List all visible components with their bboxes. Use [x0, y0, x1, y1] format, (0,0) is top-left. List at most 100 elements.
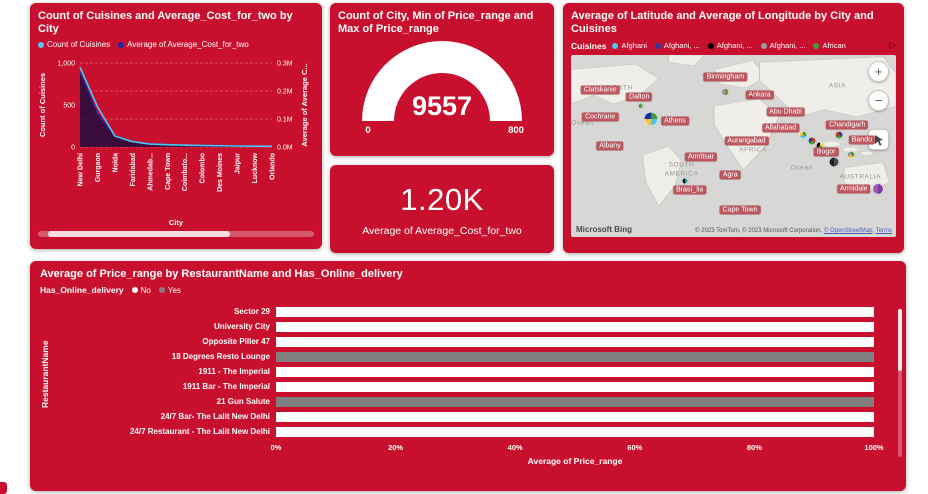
map-pie-marker[interactable]: [643, 111, 659, 127]
map-pie-marker[interactable]: [872, 183, 885, 196]
map-title: Average of Latitude and Average of Longi…: [571, 10, 874, 36]
openstreetmap-link[interactable]: © OpenStreetMap: [823, 228, 873, 235]
gauge-arc: [362, 41, 522, 122]
x-axis-title: Average of Price_range: [527, 456, 623, 467]
x-axis-category-label: Des Moines: [217, 153, 224, 192]
bar-segment[interactable]: [276, 366, 874, 377]
map-city-label[interactable]: Agra: [719, 170, 741, 180]
x-axis-category-label: Jaipur: [235, 153, 242, 174]
map-pie-marker[interactable]: [637, 102, 645, 110]
map-pie-marker[interactable]: [807, 136, 816, 146]
bar-chart-body: RestaurantName Sector 29 University City O…: [40, 304, 896, 466]
map-city-label[interactable]: Amritsar: [684, 152, 718, 162]
map-city-label[interactable]: Dalton: [626, 92, 653, 102]
bar-track: [276, 381, 874, 392]
bing-logo: Microsoft Bing: [576, 225, 632, 235]
left-axis-tick: 1,000: [57, 61, 75, 68]
left-axis-tick: 500: [63, 103, 75, 110]
map-pie-marker[interactable]: [846, 150, 855, 160]
kpi-label: Average of Average_Cost_for_two: [362, 224, 522, 237]
bar-segment[interactable]: [276, 351, 874, 362]
map-city-label[interactable]: Athens: [661, 116, 689, 126]
map-city-label[interactable]: Allahabad: [762, 123, 800, 133]
map-region-label: Ocean: [790, 164, 813, 172]
legend-next-arrow[interactable]: ▷: [889, 40, 896, 51]
map-pie-marker[interactable]: [720, 87, 730, 97]
map-city-label[interactable]: Ankara: [745, 90, 774, 100]
legend-swatch-icon: [118, 41, 125, 48]
gauge-card: Count of City, Min of Price_range and Ma…: [330, 3, 554, 156]
cuisine-count-line-series[interactable]: [79, 67, 273, 148]
map-pie-marker[interactable]: [798, 130, 808, 140]
bar-segment[interactable]: [276, 381, 874, 392]
bar-segment[interactable]: [276, 336, 874, 347]
x-axis-category-label: Colombo: [200, 153, 207, 183]
gauge-max-label: 800: [508, 125, 524, 136]
legend-item[interactable]: Afghani, ...: [707, 41, 753, 50]
map-city-label[interactable]: Cochrane: [582, 112, 619, 122]
kpi-card: 1.20K Average of Average_Cost_for_two: [330, 165, 554, 253]
x-axis-category-label: Noida: [112, 153, 119, 173]
legend-item[interactable]: Yes: [158, 286, 181, 295]
map-pie-marker[interactable]: [834, 130, 844, 140]
legend-item[interactable]: Average of Average_Cost_for_two: [118, 40, 249, 49]
zoom-in-button[interactable]: +: [868, 61, 889, 83]
legend-item[interactable]: Afghani: [612, 41, 647, 50]
map-city-label[interactable]: Cape Town: [719, 205, 761, 215]
bar-row-label: 1911 - The Imperial: [198, 367, 270, 377]
legend-label: African: [822, 41, 846, 51]
bar-segment[interactable]: [276, 321, 874, 332]
combo-chart-plot[interactable]: 1,000 500 0 0.3M 0.2M 0.1M 0.0M New Delhi Gurgao…: [38, 51, 314, 229]
x-axis-tick: 80%: [746, 443, 762, 453]
gauge-visual[interactable]: 9557 0 800: [338, 41, 546, 137]
bar-track: [276, 306, 874, 317]
horizontal-scrollbar[interactable]: [38, 231, 314, 238]
bar-row: Opposite Piller 47: [56, 334, 896, 349]
x-axis-category-label: New Delhi: [78, 153, 85, 187]
avg-cost-area-series[interactable]: [80, 71, 272, 148]
map-pie-marker[interactable]: [681, 177, 689, 185]
x-axis-category-label: Cape Town: [165, 153, 172, 190]
zoom-out-button[interactable]: −: [868, 90, 889, 112]
map-city-label[interactable]: Bogor: [813, 147, 839, 157]
x-axis-category-label: Lucknow: [252, 153, 259, 184]
map-city-label[interactable]: Chandigarh: [826, 120, 869, 130]
legend-item[interactable]: African: [813, 41, 846, 51]
map-city-label[interactable]: Albany: [596, 141, 624, 151]
bar-segment[interactable]: [276, 396, 874, 407]
attribution-separator: ,: [872, 228, 876, 235]
map-city-label[interactable]: Bandu: [848, 135, 875, 145]
terms-link[interactable]: Terms: [875, 228, 892, 235]
bar-track: [276, 351, 874, 362]
legend-item[interactable]: Count of Cuisines: [38, 40, 110, 49]
legend-item[interactable]: Afghani, ...: [654, 41, 700, 50]
map-city-label[interactable]: Birmingham: [703, 72, 748, 82]
pan-tool-button[interactable]: [868, 129, 889, 151]
pan-cursor-icon: [874, 134, 883, 146]
x-axis-tick: 60%: [627, 443, 643, 453]
map-city-label[interactable]: Aurangabad: [724, 136, 769, 146]
legend-item[interactable]: Afghani, ...: [760, 41, 805, 50]
legend-swatch-icon: [707, 42, 714, 49]
bar-row-label: 24/7 Bar- The Lalit New Delhi: [160, 412, 270, 422]
map-region-label: AUSTRALIA: [839, 173, 882, 181]
horizontal-scrollbar-thumb[interactable]: [48, 231, 231, 238]
map-card: Average of Latitude and Average of Longi…: [563, 3, 904, 253]
bar-row-label: 1911 Bar - The Imperial: [182, 382, 270, 392]
right-axis-tick: 0.1M: [277, 117, 293, 124]
map-visual[interactable]: + − Microsoft Bing © 2023 TomTom, © 2023…: [571, 55, 896, 238]
vertical-scrollbar-thumb[interactable]: [898, 309, 902, 372]
map-city-label[interactable]: Clatskanie: [580, 85, 620, 95]
legend-swatch-icon: [612, 42, 619, 49]
vertical-scrollbar[interactable]: [898, 309, 902, 457]
bar-chart-card: Average of Price_range by RestaurantName…: [30, 261, 906, 491]
legend-item[interactable]: No: [131, 286, 151, 295]
bar-segment[interactable]: [276, 426, 874, 437]
map-pie-marker[interactable]: [828, 156, 840, 168]
map-city-label[interactable]: Abu Dhabi: [766, 107, 805, 117]
map-city-label[interactable]: Armidale: [836, 184, 871, 194]
bar-row-label: Sector 29: [233, 307, 270, 317]
bar-segment[interactable]: [276, 306, 874, 317]
map-city-label[interactable]: Brasí_lia: [673, 185, 707, 195]
bar-segment[interactable]: [276, 411, 874, 422]
